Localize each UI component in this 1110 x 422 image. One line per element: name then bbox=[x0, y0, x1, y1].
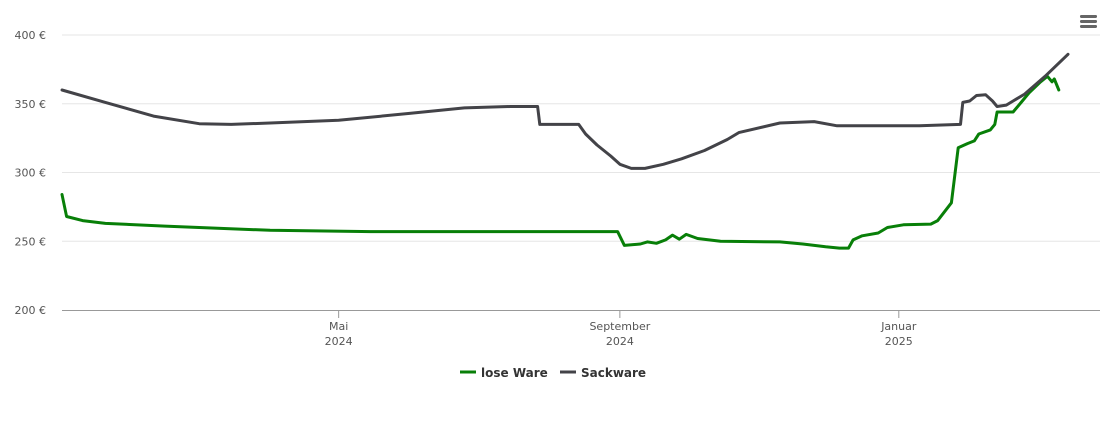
y-tick-label: 200 € bbox=[15, 304, 47, 317]
x-tick-label-month: September bbox=[589, 320, 650, 333]
legend-item-sackware[interactable]: Sackware bbox=[560, 366, 646, 380]
x-tick-label-month: Januar bbox=[880, 320, 917, 333]
hamburger-menu-icon[interactable] bbox=[1080, 15, 1097, 28]
y-tick-label: 400 € bbox=[15, 29, 47, 42]
y-tick-label: 250 € bbox=[15, 235, 47, 248]
series-layer bbox=[60, 52, 1070, 250]
legend-item-lose-ware[interactable]: lose Ware bbox=[460, 366, 548, 380]
x-tick-label-year: 2024 bbox=[325, 335, 353, 348]
legend: lose Ware Sackware bbox=[460, 366, 646, 380]
grid-layer: 200 € 250 € 300 € 350 € 400 € bbox=[15, 29, 1100, 317]
x-tick-label-year: 2024 bbox=[606, 335, 634, 348]
x-axis: Mai 2024 September 2024 Januar 2025 bbox=[62, 310, 1100, 348]
series-line-lose-ware[interactable] bbox=[60, 74, 1061, 250]
y-tick-label: 350 € bbox=[15, 98, 47, 111]
legend-label: lose Ware bbox=[481, 366, 548, 380]
series-line-sackware[interactable] bbox=[60, 52, 1070, 170]
y-tick-label: 300 € bbox=[15, 167, 47, 180]
legend-label: Sackware bbox=[581, 366, 646, 380]
x-tick-label-month: Mai bbox=[329, 320, 348, 333]
x-tick-label-year: 2025 bbox=[885, 335, 913, 348]
